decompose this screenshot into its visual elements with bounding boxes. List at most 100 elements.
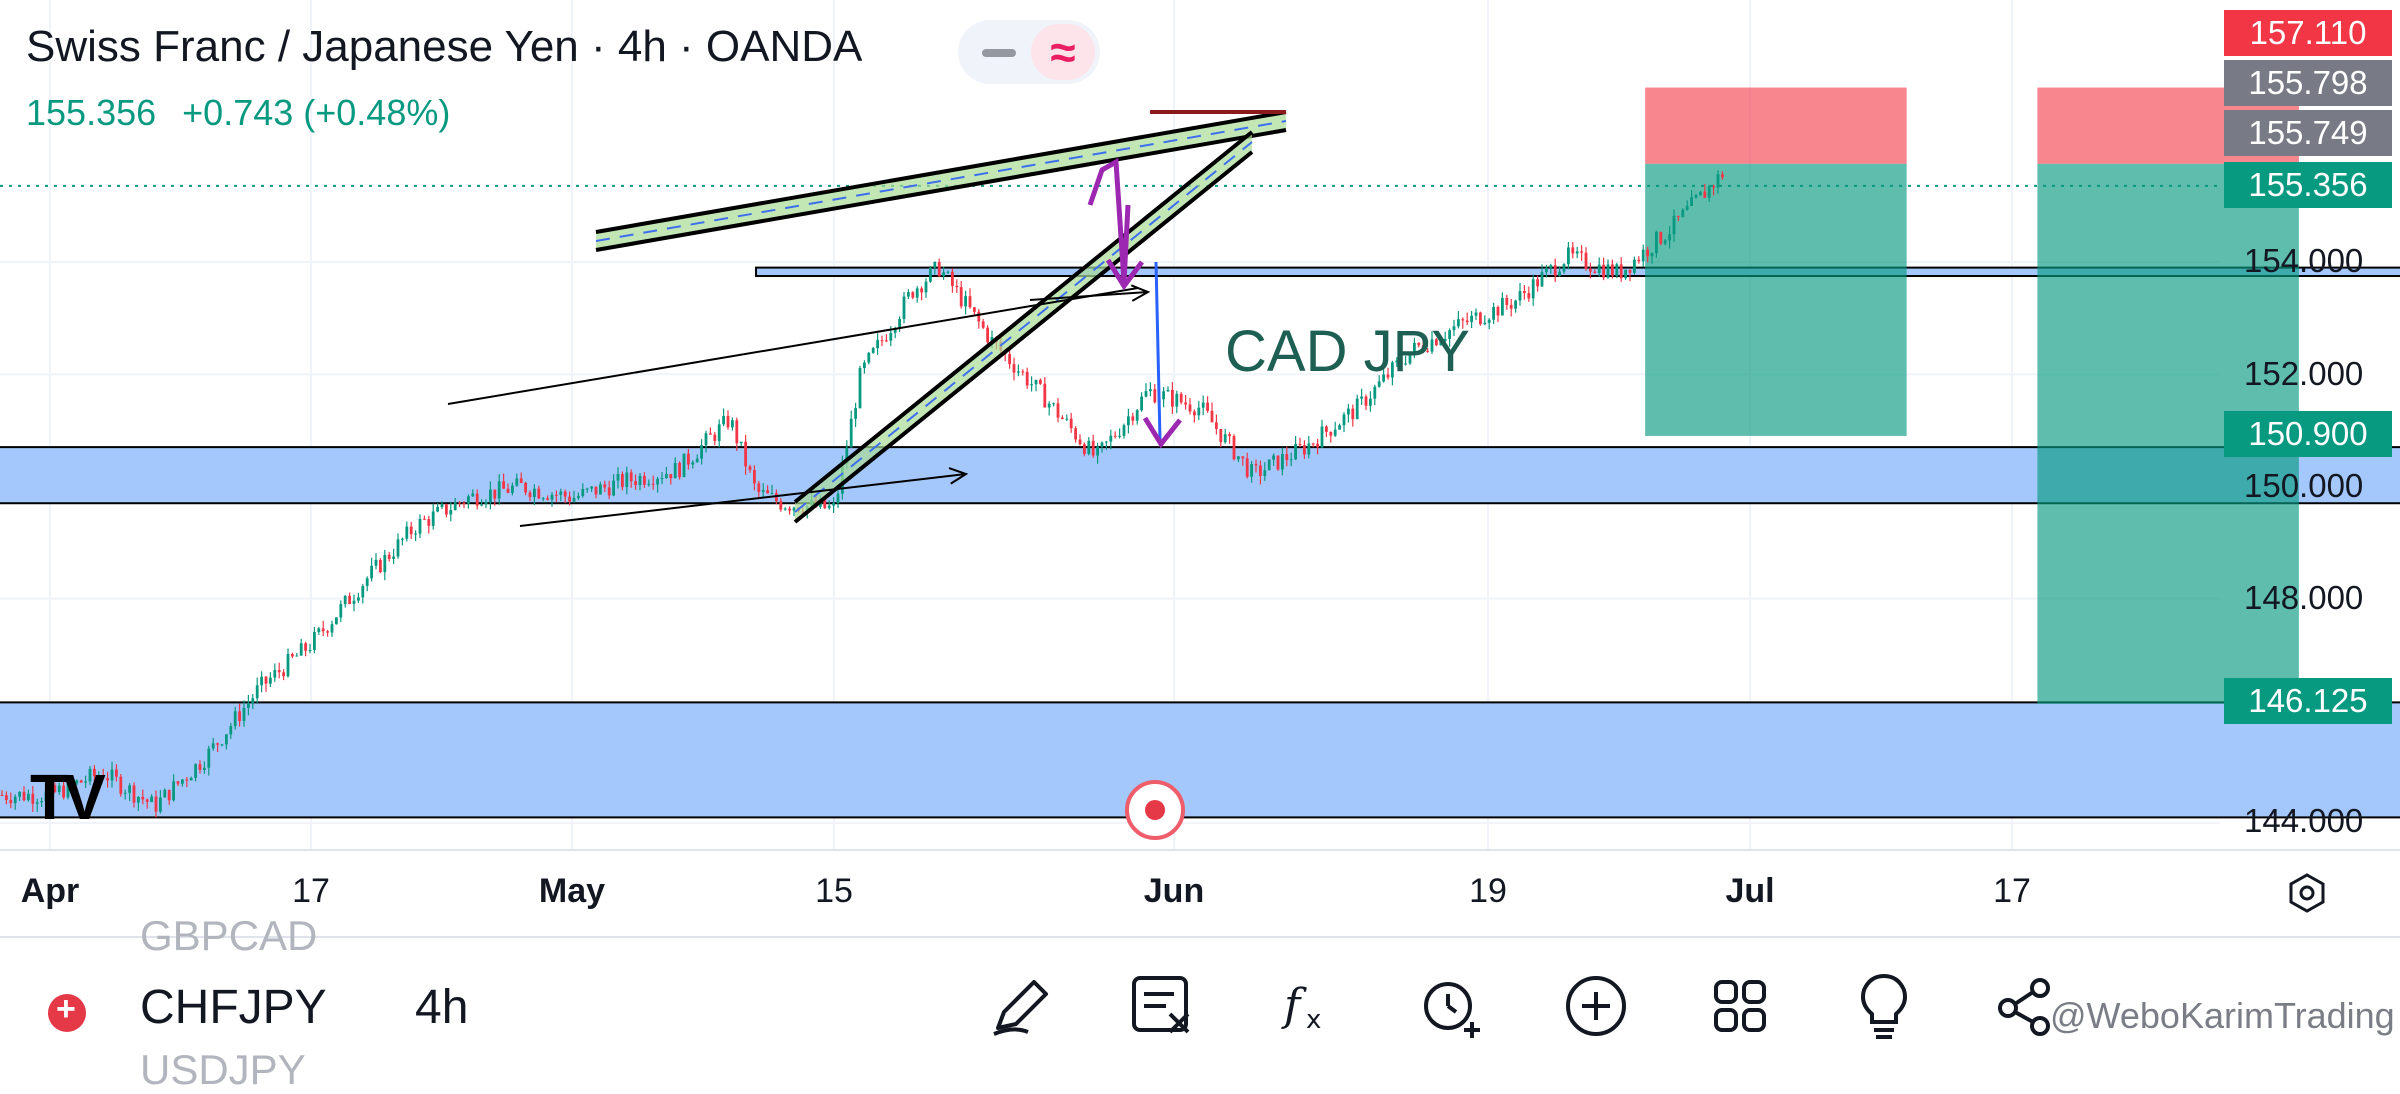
candle-body (1069, 418, 1073, 429)
candle-body (726, 415, 730, 428)
trend-arrow (1029, 284, 1151, 302)
candle-body (1043, 383, 1047, 408)
candle-body (27, 793, 30, 801)
candle-body (951, 271, 954, 286)
candle-body (977, 311, 981, 322)
candle-body (431, 511, 435, 526)
candle-body (1655, 231, 1658, 254)
candle-body (1558, 271, 1561, 276)
candle-body (682, 453, 686, 478)
candle-body (1677, 215, 1680, 217)
candle-body (695, 458, 699, 463)
price-label-high: 155.798 (2224, 60, 2392, 106)
prev-symbol[interactable]: GBPCAD (140, 912, 318, 959)
candle-body (1404, 363, 1407, 365)
candle-body (709, 433, 712, 435)
candle-body (251, 698, 255, 704)
candles (0, 170, 1724, 818)
candle-body (1364, 396, 1368, 406)
candle-body (858, 368, 862, 409)
candle-body (823, 499, 827, 509)
candle-body (1386, 374, 1390, 378)
approx-icon[interactable]: ≈ (1031, 24, 1095, 80)
candle-body (128, 785, 131, 793)
candle-body (1320, 426, 1324, 448)
candle-body (607, 487, 611, 496)
add-circle-icon[interactable] (1558, 968, 1634, 1044)
candle-body (1289, 459, 1293, 461)
candle-body (537, 488, 541, 499)
candle-body (1452, 326, 1456, 331)
candle-body (880, 340, 884, 342)
candle-body (502, 481, 505, 489)
candle-body (423, 518, 426, 520)
object-tree-icon[interactable] (1124, 968, 1200, 1044)
candle-body (308, 650, 312, 652)
candle-body (207, 748, 211, 768)
candle-body (1624, 269, 1627, 279)
indicators-fx-icon[interactable]: f x (1270, 968, 1346, 1044)
candle-body (44, 791, 48, 802)
candle-body (1487, 319, 1491, 323)
candle-body (1303, 445, 1306, 455)
candle-body (132, 785, 136, 803)
candle-body (1633, 259, 1636, 273)
candle-body (700, 445, 703, 459)
layout-grid-icon[interactable] (1702, 968, 1778, 1044)
candle-body (330, 624, 334, 633)
candle-body (1606, 264, 1610, 278)
candle-body (1716, 174, 1720, 188)
channel-mid (595, 120, 1287, 242)
candle-body (827, 505, 831, 509)
candle-body (181, 779, 184, 784)
candle-body (1193, 411, 1196, 416)
price-label-target-2: 146.125 (2224, 678, 2392, 724)
candle-body (1267, 459, 1271, 471)
candle-body (568, 496, 571, 502)
candle-body (1663, 240, 1667, 244)
candle-body (625, 472, 629, 488)
next-symbol[interactable]: USDJPY (140, 1046, 306, 1093)
alarm-add-icon[interactable] (1414, 968, 1490, 1044)
candle-body (1492, 306, 1495, 320)
draw-pen-icon[interactable] (984, 968, 1060, 1044)
candle-body (1254, 464, 1258, 466)
indicator-toggle[interactable]: ≈ (958, 20, 1100, 84)
candle-body (783, 508, 787, 510)
candle-body (497, 481, 501, 499)
candle-body (1030, 384, 1033, 386)
candle-body (1501, 297, 1504, 316)
candle-body (1602, 264, 1605, 278)
candle-body (163, 789, 167, 798)
chart-title: Swiss Franc / Japanese Yen · 4h · OANDA (26, 22, 863, 71)
candle-body (731, 420, 734, 428)
ideas-bulb-icon[interactable] (1846, 968, 1922, 1044)
candle-body (392, 556, 395, 559)
timeframe-selector[interactable]: 4h (415, 981, 469, 1034)
candle-body (1474, 312, 1478, 316)
symbol-selector[interactable]: CHFJPY (140, 981, 327, 1034)
candle-body (1201, 402, 1205, 408)
candle-body (1206, 402, 1209, 411)
y-tick: 144.000 (2244, 802, 2364, 839)
candle-body (704, 433, 708, 446)
candle-body (172, 781, 175, 801)
price-change-line: 155.356 +0.743 (+0.48%) (26, 92, 466, 134)
settings-icon[interactable] (2286, 872, 2328, 914)
candle-body (651, 483, 655, 485)
candle-body (1219, 428, 1223, 443)
channel-line (793, 150, 1254, 524)
candle-body (1514, 300, 1517, 309)
record-button[interactable] (1125, 780, 1185, 840)
candle-body (854, 408, 857, 419)
candle-body (145, 799, 149, 803)
candle-body (273, 670, 277, 678)
price-label-entry: 155.749 (2224, 110, 2392, 156)
minus-icon[interactable] (982, 49, 1016, 57)
candle-body (1527, 293, 1531, 299)
share-icon[interactable] (1988, 968, 2064, 1044)
candle-body (1316, 443, 1319, 448)
candle-body (1351, 408, 1355, 420)
